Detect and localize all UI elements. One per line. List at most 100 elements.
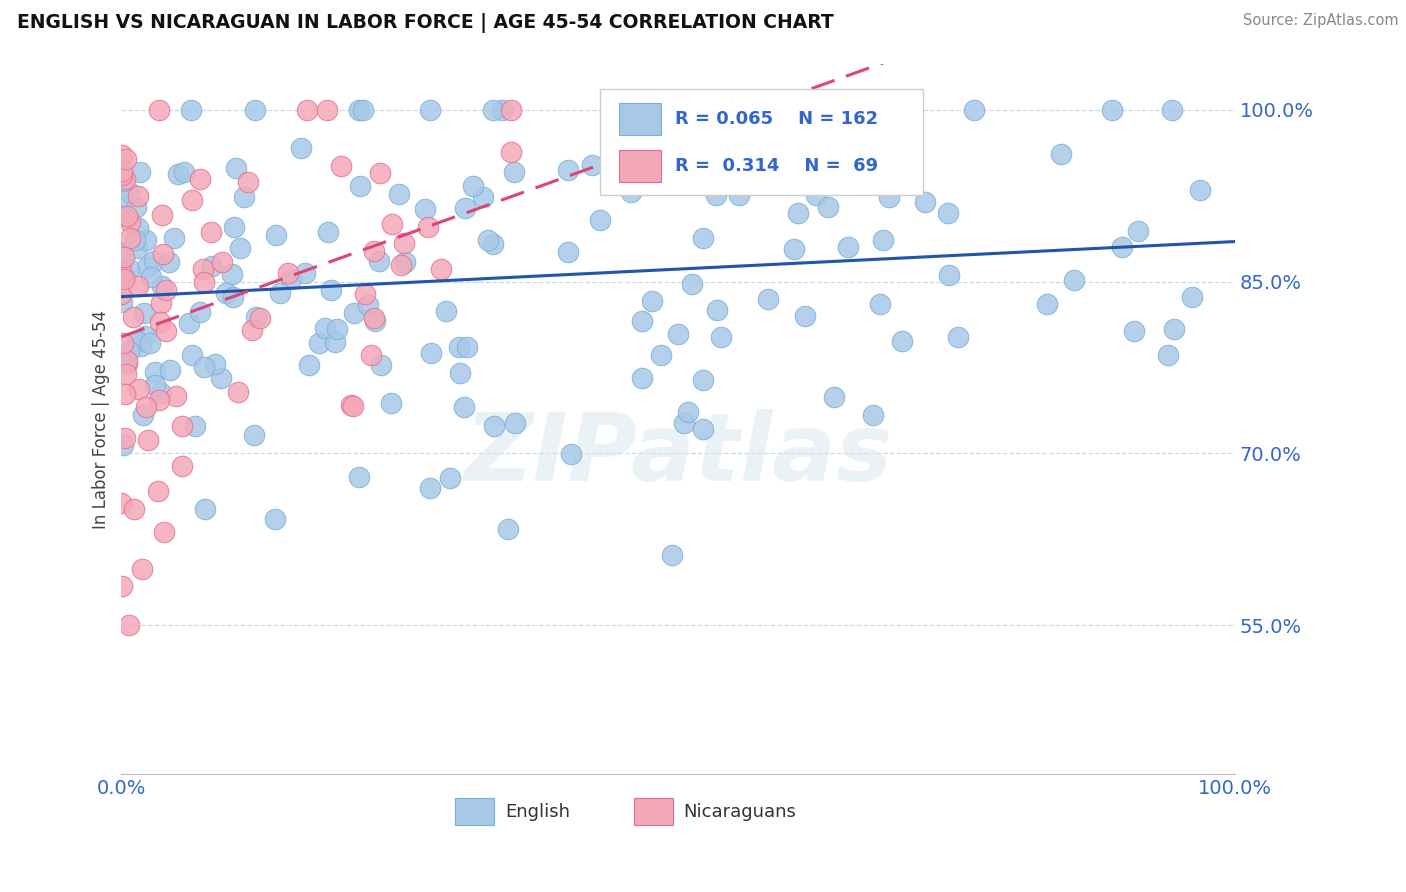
Point (114, 431, 136, 445)
Point (347, 470, 370, 484)
Point (804, 188, 827, 202)
Point (314, 320, 336, 334)
Point (111, 209, 134, 223)
Point (823, 390, 845, 404)
Point (368, 254, 391, 268)
Point (692, 422, 714, 436)
Point (1036, 297, 1059, 311)
Point (125, 334, 148, 348)
Point (938, 268, 960, 282)
Text: ENGLISH VS NICARAGUAN IN LABOR FORCE | AGE 45-54 CORRELATION CHART: ENGLISH VS NICARAGUAN IN LABOR FORCE | A… (17, 13, 834, 33)
Text: Source: ZipAtlas.com: Source: ZipAtlas.com (1243, 13, 1399, 29)
Point (180, 103, 202, 117)
Point (152, 279, 174, 293)
Point (329, 159, 352, 173)
Point (236, 175, 259, 189)
Point (349, 179, 371, 194)
Point (114, 250, 136, 264)
Point (121, 310, 143, 324)
Point (115, 209, 138, 223)
Point (676, 405, 699, 419)
Point (308, 335, 330, 350)
Point (936, 206, 959, 220)
Point (131, 562, 153, 576)
Point (193, 275, 215, 289)
Point (115, 354, 138, 368)
Text: ZIPatlas: ZIPatlas (464, 409, 893, 500)
Point (339, 398, 361, 412)
Point (157, 255, 180, 269)
Point (127, 278, 149, 293)
Point (233, 190, 256, 204)
Point (1101, 103, 1123, 117)
Point (491, 103, 513, 117)
Point (315, 103, 337, 117)
Point (439, 471, 461, 485)
Point (204, 357, 226, 371)
Point (114, 269, 136, 284)
Point (165, 389, 187, 403)
Bar (456, 798, 495, 825)
Point (155, 324, 177, 338)
Bar (634, 798, 672, 825)
Point (557, 162, 579, 177)
Point (357, 298, 380, 312)
Point (153, 525, 176, 540)
Point (418, 220, 440, 235)
Point (614, 103, 637, 117)
Point (484, 419, 506, 434)
Point (354, 286, 377, 301)
Bar (619, 150, 661, 182)
Point (1123, 324, 1146, 338)
Text: Nicaraguans: Nicaraguans (683, 803, 797, 821)
Point (209, 370, 232, 384)
Point (710, 329, 733, 343)
Point (630, 371, 652, 385)
Point (1063, 273, 1085, 287)
Point (325, 335, 347, 350)
Point (229, 241, 252, 255)
Point (134, 306, 156, 320)
Point (817, 200, 839, 214)
Point (110, 265, 132, 279)
Point (150, 208, 173, 222)
Point (111, 168, 134, 182)
Point (783, 242, 806, 256)
Point (343, 306, 366, 320)
Point (463, 179, 485, 194)
Point (392, 235, 415, 250)
Point (481, 103, 503, 117)
Point (114, 387, 136, 401)
Point (477, 233, 499, 247)
Point (166, 167, 188, 181)
Point (110, 196, 132, 211)
Point (193, 360, 215, 375)
Point (170, 418, 193, 433)
Point (139, 270, 162, 285)
Point (787, 206, 810, 220)
Point (180, 348, 202, 362)
Point (363, 244, 385, 259)
Point (420, 346, 443, 360)
Point (135, 400, 157, 414)
Point (221, 267, 243, 281)
Point (149, 315, 172, 329)
Point (136, 260, 159, 274)
Point (946, 329, 969, 343)
Point (1126, 224, 1149, 238)
Point (793, 309, 815, 323)
Point (631, 314, 654, 328)
Point (152, 247, 174, 261)
Point (1181, 289, 1204, 303)
Point (681, 277, 703, 291)
Point (1111, 240, 1133, 254)
Point (225, 161, 247, 175)
Point (215, 285, 238, 300)
Point (837, 240, 859, 254)
Point (266, 228, 288, 243)
Point (669, 103, 692, 117)
Point (188, 304, 211, 318)
Point (240, 323, 263, 337)
Point (118, 344, 141, 359)
Point (503, 165, 526, 179)
